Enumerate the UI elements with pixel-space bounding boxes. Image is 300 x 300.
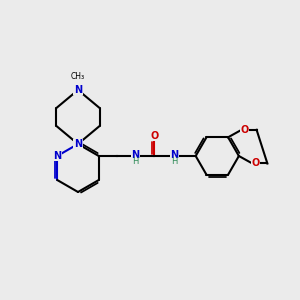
Text: O: O [150, 131, 158, 141]
Text: N: N [74, 139, 82, 149]
Text: N: N [74, 85, 82, 95]
Text: CH₃: CH₃ [71, 72, 85, 81]
Text: N: N [131, 150, 139, 161]
Text: O: O [251, 158, 260, 169]
Text: N: N [170, 150, 178, 161]
Text: H: H [132, 158, 138, 166]
Text: O: O [241, 125, 249, 135]
Text: N: N [53, 151, 61, 161]
Text: H: H [171, 158, 177, 166]
